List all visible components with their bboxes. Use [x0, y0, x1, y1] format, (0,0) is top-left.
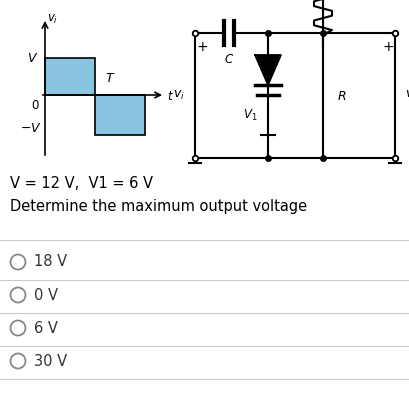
Text: V = 12 V,  V1 = 6 V: V = 12 V, V1 = 6 V: [10, 176, 153, 192]
Text: 0 V: 0 V: [34, 288, 58, 302]
Text: $v_i$: $v_i$: [47, 13, 58, 26]
Text: 18 V: 18 V: [34, 254, 67, 270]
Polygon shape: [254, 55, 280, 85]
Text: $-V$: $-V$: [20, 122, 42, 134]
Text: $V$: $V$: [27, 51, 38, 65]
Text: $C$: $C$: [223, 53, 234, 66]
Text: 30 V: 30 V: [34, 353, 67, 369]
Text: $v_o$: $v_o$: [404, 88, 409, 102]
Bar: [45, 58, 95, 95]
Text: $R$: $R$: [336, 90, 346, 104]
Text: 6 V: 6 V: [34, 321, 58, 335]
Text: $T$: $T$: [105, 72, 115, 85]
Text: $v_i$: $v_i$: [173, 88, 184, 102]
Text: $V_1$: $V_1$: [242, 107, 256, 122]
Text: $0$: $0$: [31, 99, 39, 112]
Text: $+$: $+$: [381, 40, 393, 54]
Text: Determine the maximum output voltage: Determine the maximum output voltage: [10, 199, 306, 213]
Text: $t$: $t$: [166, 90, 173, 104]
Text: $+$: $+$: [196, 40, 207, 54]
Bar: [95, 95, 145, 135]
